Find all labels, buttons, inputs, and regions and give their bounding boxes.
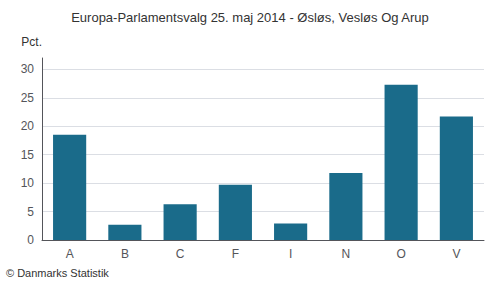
svg-text:B: B — [121, 247, 129, 261]
svg-text:25: 25 — [21, 91, 35, 105]
svg-text:30: 30 — [21, 62, 35, 76]
svg-text:O: O — [396, 247, 405, 261]
svg-text:N: N — [342, 247, 351, 261]
svg-text:F: F — [232, 247, 239, 261]
svg-text:10: 10 — [21, 176, 35, 190]
svg-text:© Danmarks Statistik: © Danmarks Statistik — [6, 267, 109, 279]
svg-text:Europa-Parlamentsvalg 25. maj: Europa-Parlamentsvalg 25. maj 2014 - Øsl… — [71, 10, 429, 25]
svg-text:A: A — [66, 247, 74, 261]
svg-text:5: 5 — [27, 205, 34, 219]
svg-text:20: 20 — [21, 119, 35, 133]
svg-text:I: I — [289, 247, 292, 261]
svg-text:V: V — [452, 247, 460, 261]
svg-text:0: 0 — [27, 233, 34, 247]
svg-text:Pct.: Pct. — [21, 35, 42, 49]
svg-text:C: C — [176, 247, 185, 261]
svg-text:15: 15 — [21, 148, 35, 162]
